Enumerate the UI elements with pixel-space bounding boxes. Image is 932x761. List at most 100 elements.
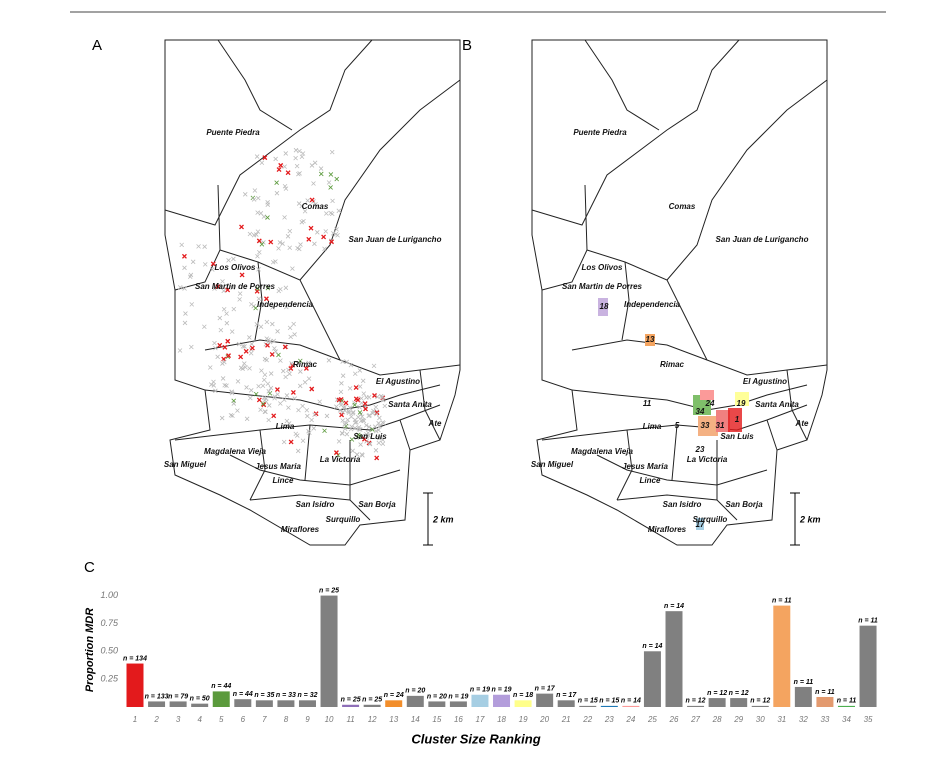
bar <box>643 651 661 707</box>
case-point <box>344 359 350 365</box>
cluster-label: 5 <box>675 421 680 430</box>
case-point <box>266 389 272 394</box>
case-point <box>339 381 344 386</box>
bar <box>493 694 511 707</box>
n-label: n = 32 <box>297 692 317 699</box>
cluster-label: 19 <box>737 399 746 408</box>
case-point <box>374 411 379 417</box>
case-point <box>336 208 342 214</box>
bar <box>148 701 166 707</box>
x-tick-label: 35 <box>864 715 873 724</box>
case-point <box>357 427 363 432</box>
district-label: San Isidro <box>663 500 702 509</box>
case-point <box>259 160 265 166</box>
case-point <box>293 431 299 437</box>
case-point <box>298 369 303 374</box>
n-label: n = 35 <box>254 692 274 699</box>
cluster-label: 24 <box>705 399 715 408</box>
case-point <box>196 244 201 249</box>
case-point <box>286 367 291 373</box>
case-point <box>237 297 242 302</box>
case-point <box>305 198 310 203</box>
case-point <box>324 413 330 419</box>
case-point <box>202 324 207 330</box>
case-point <box>268 371 274 376</box>
case-point <box>274 180 279 185</box>
case-point <box>262 409 268 414</box>
case-point <box>202 262 208 267</box>
patch <box>645 334 655 346</box>
case-point <box>321 234 327 240</box>
case-point <box>188 272 194 278</box>
case-point <box>219 415 225 421</box>
case-point <box>352 425 358 431</box>
district-label: Miraflores <box>648 525 687 534</box>
x-tick-label: 4 <box>197 715 202 724</box>
case-point <box>347 405 353 410</box>
case-point <box>280 368 286 374</box>
bar <box>277 700 295 707</box>
case-point <box>295 361 301 367</box>
case-point <box>265 202 271 207</box>
case-point <box>239 224 244 230</box>
bar <box>428 701 446 707</box>
district-label: San Martin de Porres <box>195 282 276 291</box>
cluster-label: 34 <box>696 407 705 416</box>
case-point <box>304 407 310 413</box>
case-point <box>364 395 369 400</box>
district-label: San Luis <box>353 432 387 441</box>
case-point <box>340 373 346 378</box>
case-point <box>328 172 334 177</box>
case-point <box>291 321 296 327</box>
patch <box>696 518 704 530</box>
case-point <box>313 202 318 207</box>
bar <box>320 595 338 707</box>
n-label: n = 14 <box>621 698 641 705</box>
case-point <box>353 396 359 402</box>
case-point <box>282 215 287 220</box>
case-point <box>356 414 361 420</box>
bar <box>751 705 769 707</box>
case-point <box>285 170 291 176</box>
n-label: n = 11 <box>815 689 835 696</box>
x-tick-label: 13 <box>389 715 398 724</box>
case-point <box>266 417 271 423</box>
case-point <box>360 453 365 458</box>
district-label: San Martin de Porres <box>562 282 643 291</box>
case-point <box>317 399 322 405</box>
case-point <box>251 197 257 202</box>
case-point <box>283 285 289 291</box>
bar <box>363 704 381 707</box>
y-tick-label: 0.25 <box>100 674 119 684</box>
case-point <box>224 383 229 388</box>
case-point <box>248 350 254 356</box>
case-point <box>302 208 308 214</box>
case-point <box>380 437 386 443</box>
cluster-label: 23 <box>695 445 705 454</box>
x-tick-label: 30 <box>756 715 765 724</box>
case-point <box>225 287 231 293</box>
case-point <box>366 424 372 430</box>
bar <box>514 700 532 707</box>
case-point <box>215 284 221 290</box>
district-label: Independencia <box>624 300 681 309</box>
case-point <box>248 388 254 393</box>
case-point <box>334 176 340 182</box>
case-point <box>376 435 382 441</box>
bar <box>557 700 575 707</box>
x-tick-label: 18 <box>497 715 506 724</box>
case-point <box>230 413 235 419</box>
patch <box>735 392 749 406</box>
case-point <box>374 455 380 461</box>
case-point <box>345 417 350 423</box>
case-point <box>212 286 217 291</box>
case-point <box>276 167 282 173</box>
x-tick-label: 8 <box>284 715 289 724</box>
case-point <box>370 410 375 416</box>
case-point <box>249 341 255 347</box>
case-point <box>357 384 363 389</box>
case-point <box>254 288 260 294</box>
n-label: n = 11 <box>794 679 814 686</box>
bar <box>687 705 705 707</box>
